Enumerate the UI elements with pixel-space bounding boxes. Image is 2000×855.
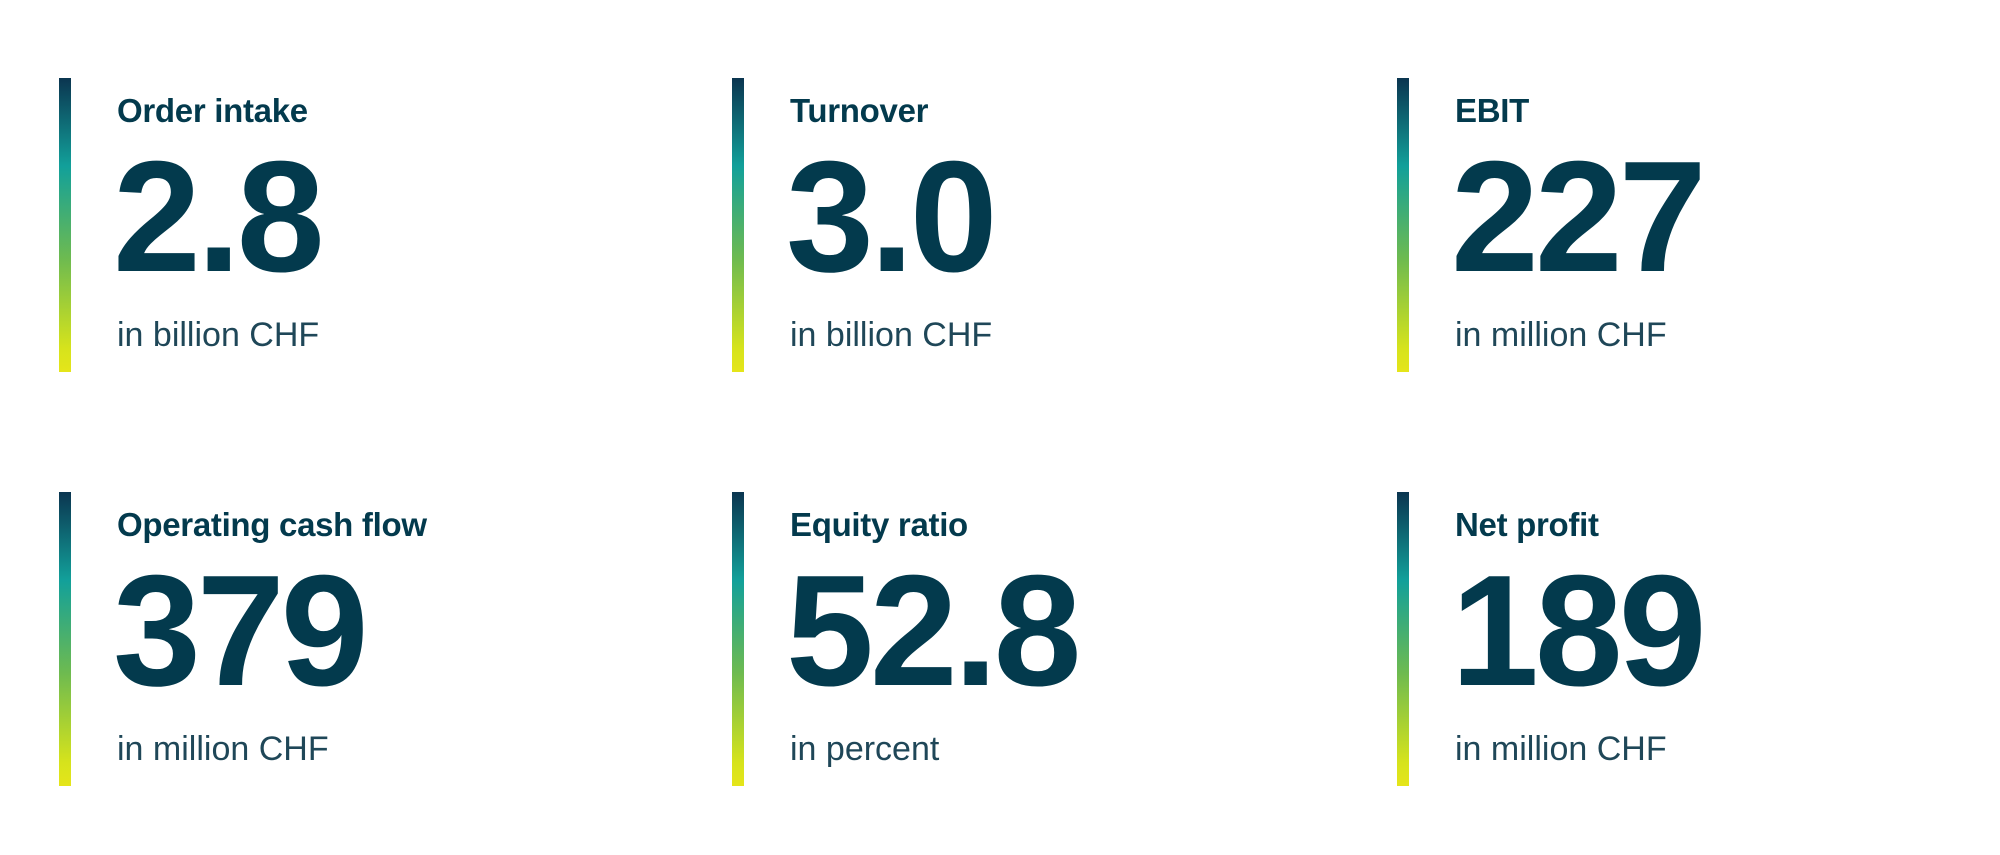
accent-bar	[1397, 78, 1409, 372]
kpi-unit: in percent	[790, 730, 940, 768]
kpi-value: 3.0	[786, 129, 998, 305]
kpi-unit: in billion CHF	[117, 316, 320, 354]
kpi-card: Operating cash flow 379 in million CHF	[59, 492, 659, 786]
kpi-value: 189	[1451, 543, 1707, 719]
kpi-card: Equity ratio 52.8 in percent	[732, 492, 1332, 786]
kpi-unit: in million CHF	[117, 730, 329, 768]
kpi-value: 227	[1451, 129, 1707, 305]
accent-bar	[59, 492, 71, 786]
kpi-value: 2.8	[113, 129, 325, 305]
kpi-card: Net profit 189 in million CHF	[1397, 492, 1997, 786]
kpi-unit: in billion CHF	[790, 316, 993, 354]
kpi-label: Order intake	[117, 92, 308, 129]
kpi-value: 52.8	[786, 543, 1082, 719]
kpi-card: Turnover 3.0 in billion CHF	[732, 78, 1332, 372]
kpi-card: EBIT 227 in million CHF	[1397, 78, 1997, 372]
kpi-label: EBIT	[1455, 92, 1529, 129]
kpi-label: Operating cash flow	[117, 506, 427, 543]
accent-bar	[1397, 492, 1409, 786]
accent-bar	[732, 78, 744, 372]
kpi-unit: in million CHF	[1455, 730, 1667, 768]
accent-bar	[732, 492, 744, 786]
kpi-value: 379	[113, 543, 369, 719]
kpi-label: Turnover	[790, 92, 929, 129]
kpi-label: Equity ratio	[790, 506, 968, 543]
kpi-card: Order intake 2.8 in billion CHF	[59, 78, 659, 372]
kpi-label: Net profit	[1455, 506, 1599, 543]
kpi-unit: in million CHF	[1455, 316, 1667, 354]
accent-bar	[59, 78, 71, 372]
